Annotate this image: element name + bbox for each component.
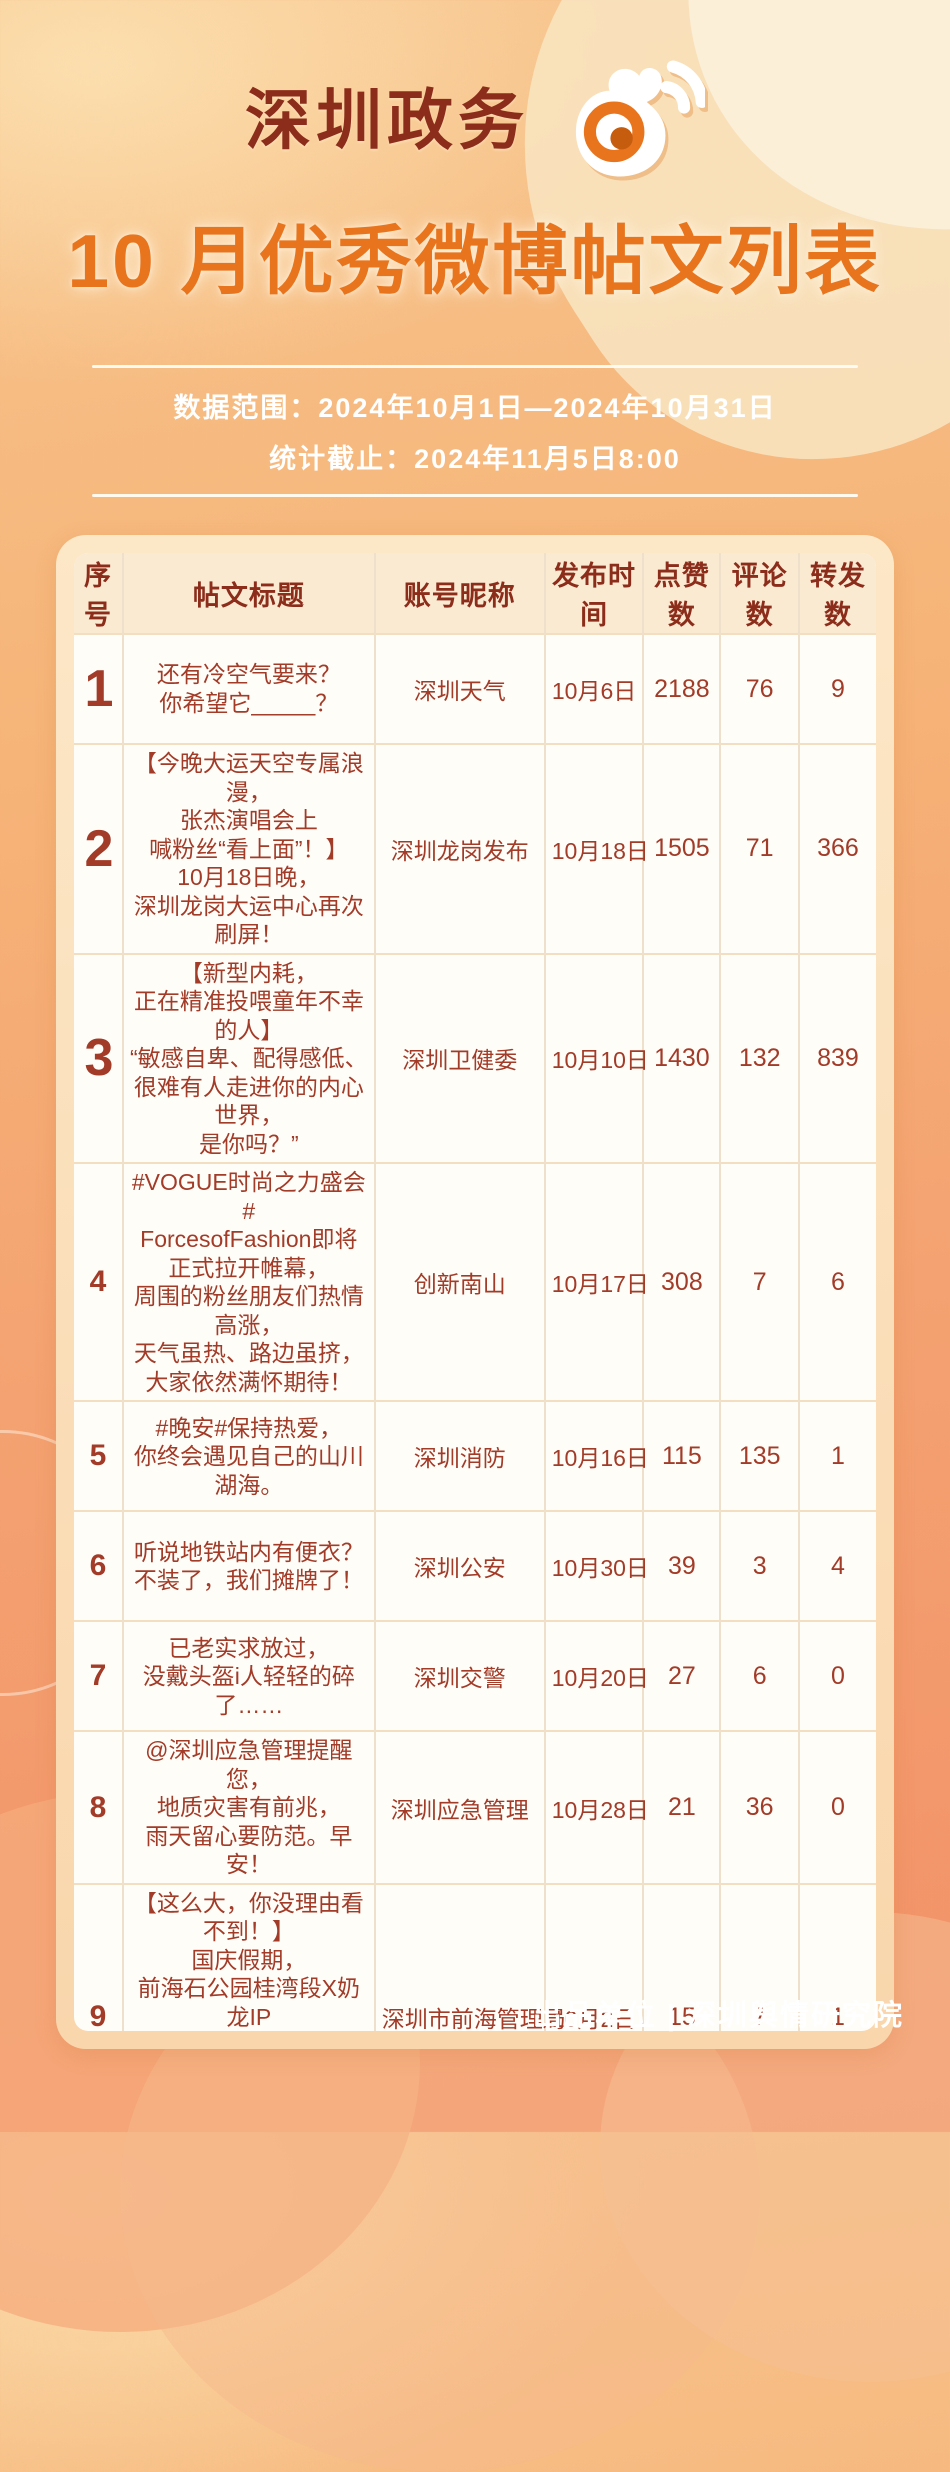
likes-cell: 1430 [642, 952, 721, 1164]
date-cell: 10月16日 [543, 1400, 649, 1512]
table-row: 4 #VOGUE时尚之力盛会# ForcesofFashion即将 正式拉开帷幕… [74, 1162, 876, 1402]
rank-cell: 4 [74, 1162, 123, 1402]
column-header-reposts: 转发数 [797, 553, 876, 634]
rank-cell: 1 [74, 633, 123, 744]
table-row: 5 #晚安#保持热爱， 你终会遇见自己的山川湖海。 深圳消防 10月16日 11… [74, 1400, 876, 1512]
likes-cell: 27 [642, 1620, 721, 1732]
title-cell: 听说地铁站内有便衣？ 不装了，我们摊牌了！ [121, 1510, 375, 1622]
rank-cell: 3 [74, 952, 123, 1164]
reposts-cell: 1 [797, 1400, 876, 1512]
comments-cell: 3 [719, 1510, 799, 1622]
likes-cell: 308 [642, 1162, 721, 1402]
data-range-text: 数据范围：2024年10月1日—2024年10月31日 [173, 393, 777, 423]
rank-cell: 7 [74, 1620, 123, 1732]
reposts-cell: 0 [797, 1620, 876, 1732]
account-cell: 深圳公安 [373, 1510, 545, 1622]
comments-cell: 76 [719, 633, 799, 744]
comments-cell: 7 [719, 1162, 799, 1402]
title-cell: @深圳应急管理提醒您， 地质灾害有前兆， 雨天留心要防范。早安！ [121, 1730, 375, 1884]
date-cell: 10月28日 [543, 1730, 649, 1884]
title-cell: 【这么大，你没理由看不到！】 国庆假期， 前海石公园桂湾段X奶龙IP “趣前海，… [121, 1882, 375, 2031]
table-row: 2 【今晚大运天空专属浪漫， 张杰演唱会上 喊粉丝“看上面”！】 10月18日晚… [74, 743, 876, 954]
rank-cell: 9 [74, 1882, 123, 2031]
comments-cell: 6 [719, 1620, 799, 1732]
data-range-banner: 数据范围：2024年10月1日—2024年10月31日 统计截止：2024年11… [92, 365, 858, 497]
title-cell: 【今晚大运天空专属浪漫， 张杰演唱会上 喊粉丝“看上面”！】 10月18日晚， … [121, 743, 375, 954]
title-cell: #晚安#保持热爱， 你终会遇见自己的山川湖海。 [121, 1400, 375, 1512]
reposts-cell: 6 [797, 1162, 876, 1402]
page-title-line2: 10 月优秀微博帖文列表 [67, 219, 883, 303]
account-cell: 深圳卫健委 [373, 952, 545, 1164]
title-cell: #VOGUE时尚之力盛会# ForcesofFashion即将 正式拉开帷幕， … [121, 1162, 375, 1402]
likes-cell: 2188 [642, 633, 721, 744]
column-header-comments: 评论数 [719, 553, 799, 634]
reposts-cell: 4 [797, 1510, 876, 1622]
table-row: 1 还有冷空气要来？ 你希望它_____？ 深圳天气 10月6日 2188 76… [74, 633, 876, 744]
poster: 深圳政务 10 月优秀微博帖文列表 数据范围：2024年10月1日—2024年1… [0, 0, 950, 2049]
date-cell: 10月17日 [543, 1162, 649, 1402]
table-row: 7 已老实求放过， 没戴头盔i人轻轻的碎了…… 深圳交警 10月20日 27 6… [74, 1620, 876, 1732]
account-cell: 深圳应急管理 [373, 1730, 545, 1884]
account-cell: 深圳消防 [373, 1400, 545, 1512]
comments-cell: 132 [719, 952, 799, 1164]
account-cell: 深圳天气 [373, 633, 545, 744]
title-cell: 【新型内耗， 正在精准投喂童年不幸的人】 “敏感自卑、配得感低、 很难有人走进你… [121, 952, 375, 1164]
rank-cell: 8 [74, 1730, 123, 1884]
rank-cell: 6 [74, 1510, 123, 1622]
date-cell: 10月10日 [543, 952, 649, 1164]
reposts-cell: 9 [797, 633, 876, 744]
rank-cell: 5 [74, 1400, 123, 1512]
table-row: 3 【新型内耗， 正在精准投喂童年不幸的人】 “敏感自卑、配得感低、 很难有人走… [74, 952, 876, 1164]
header: 深圳政务 [0, 0, 950, 184]
column-header-likes: 点赞数 [642, 553, 721, 634]
reposts-cell: 839 [797, 952, 876, 1164]
likes-cell: 1505 [642, 743, 721, 954]
column-header-title: 帖文标题 [121, 553, 375, 634]
reposts-cell: 366 [797, 743, 876, 954]
divider-line-top [92, 365, 858, 368]
comments-cell: 71 [719, 743, 799, 954]
column-header-rank: 序号 [83, 561, 112, 630]
likes-cell: 39 [642, 1510, 721, 1622]
account-cell: 深圳龙岗发布 [373, 743, 545, 954]
comments-cell: 36 [719, 1730, 799, 1884]
date-cell: 10月6日 [543, 633, 644, 744]
table-header-row: 序号 帖文标题 账号昵称 发布时间 点赞数 评论数 转发数 [74, 553, 876, 634]
page-title-line1: 深圳政务 [245, 83, 529, 157]
divider-line-bottom [92, 494, 858, 497]
likes-cell: 21 [642, 1730, 721, 1884]
title-cell: 还有冷空气要来？ 你希望它_____？ [121, 633, 375, 744]
table-row: 8 @深圳应急管理提醒您， 地质灾害有前兆， 雨天留心要防范。早安！ 深圳应急管… [74, 1730, 876, 1884]
date-cell: 10月20日 [543, 1620, 649, 1732]
date-cell: 10月18日 [543, 743, 649, 954]
date-cell: 10月30日 [543, 1510, 649, 1622]
weibo-logo-icon [575, 60, 705, 177]
column-header-date: 发布时间 [543, 553, 644, 634]
account-cell: 深圳市前海管理局 [373, 1882, 566, 2031]
posts-table-card: 序号 帖文标题 账号昵称 发布时间 点赞数 评论数 转发数 1 还有冷空气要来？… [56, 535, 894, 2049]
reposts-cell: 0 [797, 1730, 876, 1884]
account-cell: 深圳交警 [373, 1620, 545, 1732]
posts-table-wrap: 序号 帖文标题 账号昵称 发布时间 点赞数 评论数 转发数 1 还有冷空气要来？… [74, 553, 876, 2031]
account-cell: 创新南山 [373, 1162, 545, 1402]
table-row: 6 听说地铁站内有便衣？ 不装了，我们摊牌了！ 深圳公安 10月30日 39 3… [74, 1510, 876, 1622]
column-header-account: 账号昵称 [373, 553, 545, 634]
title-cell: 已老实求放过， 没戴头盔i人轻轻的碎了…… [121, 1620, 375, 1732]
credit-text: 出品单位 | 深圳舆情研究院 [532, 2000, 904, 2032]
rank-cell: 2 [74, 743, 123, 954]
posts-table: 序号 帖文标题 账号昵称 发布时间 点赞数 评论数 转发数 1 还有冷空气要来？… [74, 553, 876, 2031]
stats-cutoff-text: 统计截止：2024年11月5日8:00 [269, 444, 681, 474]
comments-cell: 135 [719, 1400, 799, 1512]
likes-cell: 115 [642, 1400, 721, 1512]
